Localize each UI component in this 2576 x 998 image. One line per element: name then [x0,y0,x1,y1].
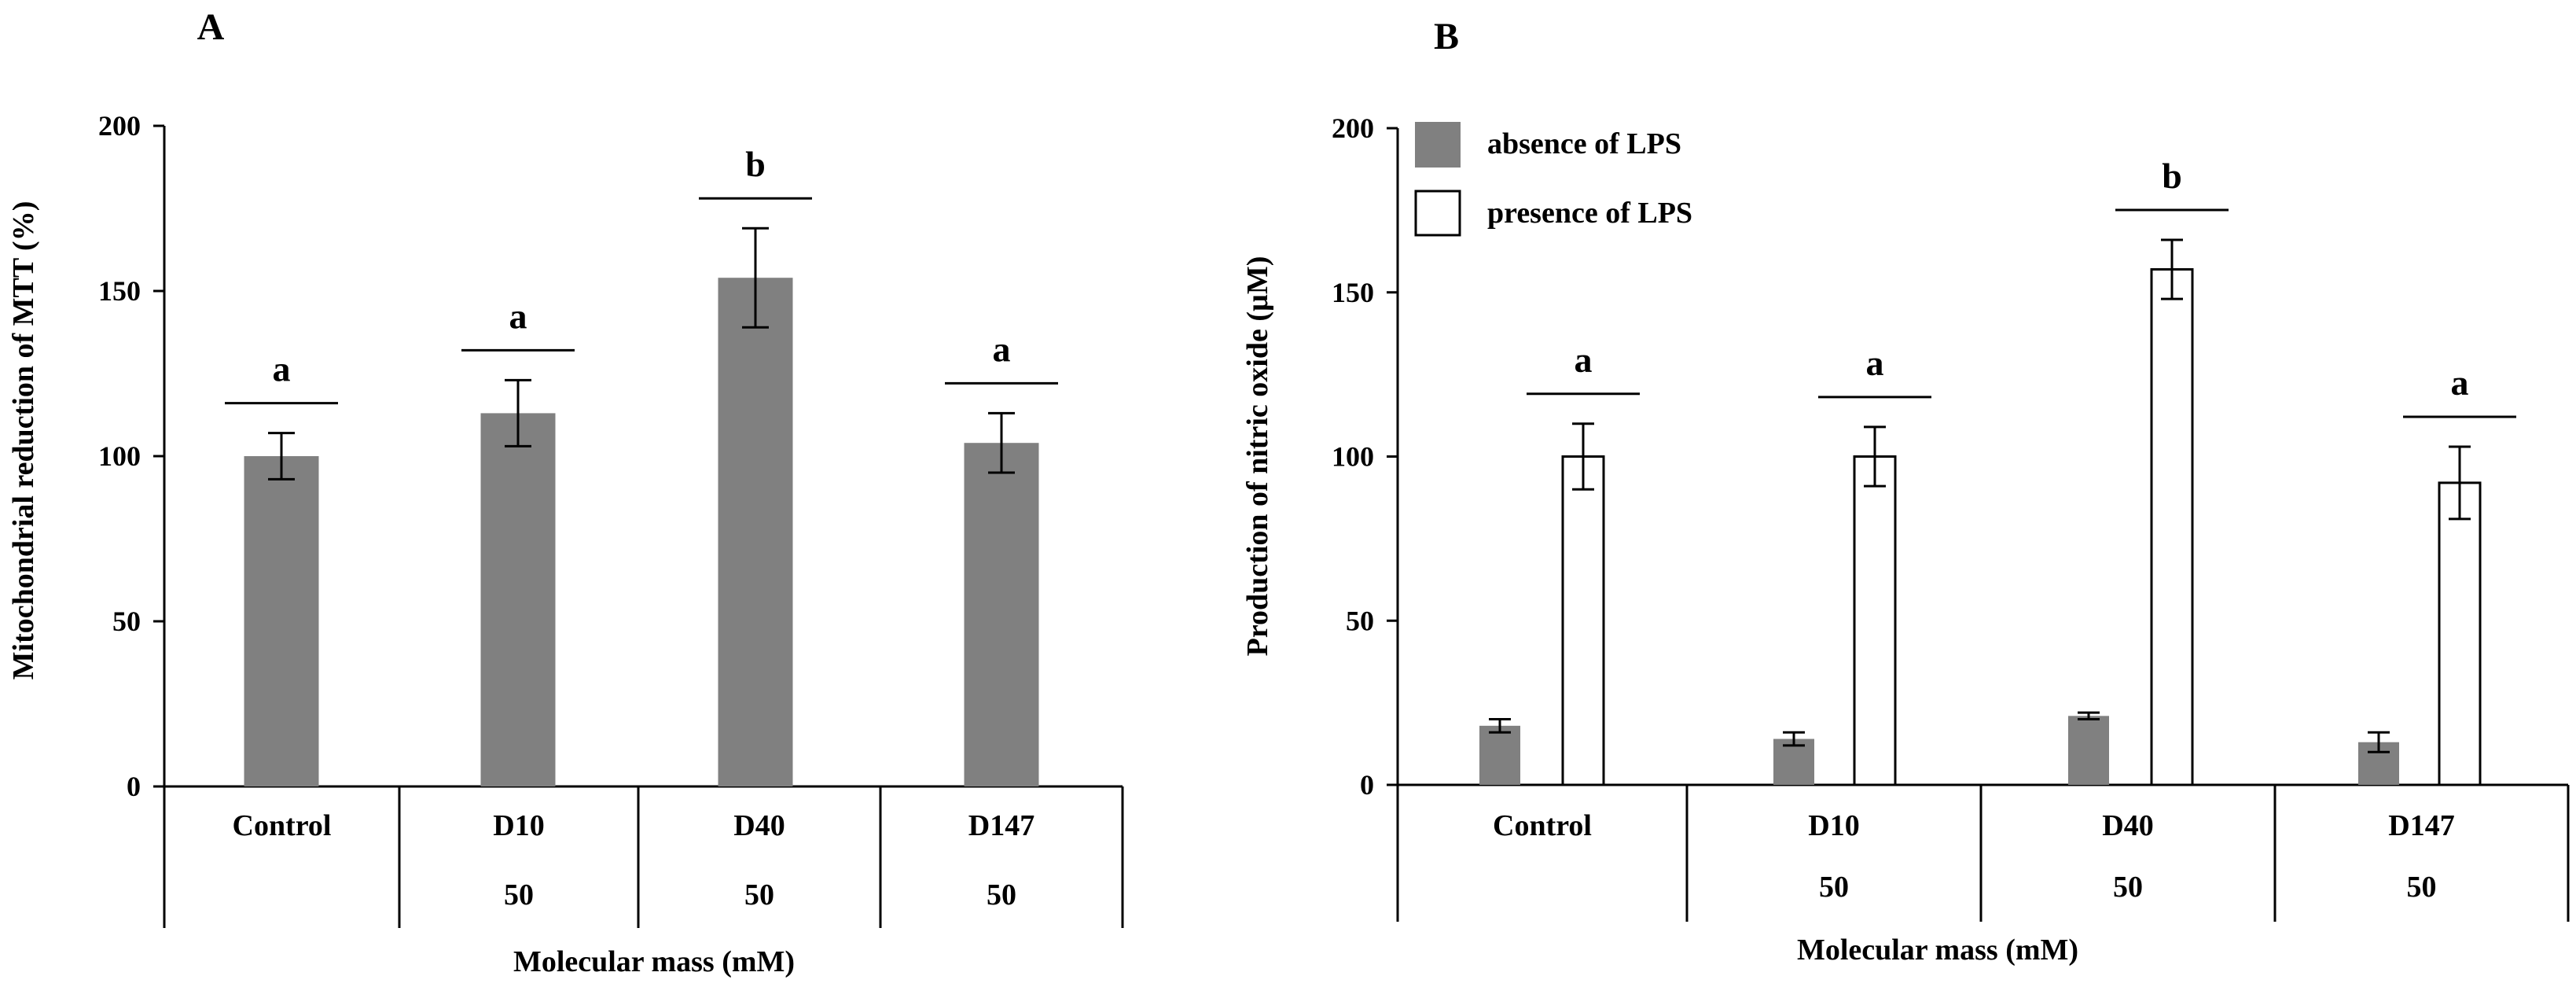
panel-a-ytick-label: 0 [127,771,141,802]
panel-b-ytick-label: 0 [1360,769,1374,801]
legend-swatch-presence [1414,190,1461,237]
panel-a-subcategory-label: 50 [504,878,534,911]
panel-b-category-label: D147 [2388,809,2454,842]
panel-b-significance-letter: a [2451,363,2469,403]
panel-a-bar-s1 [964,443,1039,786]
panel-a-bar-s1 [244,456,319,786]
legend-label-presence: presence of LPS [1487,197,1692,230]
panel-b-ytick-label: 150 [1332,277,1374,308]
panel-a-bar-s1 [718,278,793,786]
panel-a-significance-letter: a [509,296,527,336]
panel-b-significance-letter: b [2162,156,2182,196]
panel-b-ylabel: Production of nitric oxide (µM) [1241,256,1274,657]
panel-b-ytick-label: 50 [1346,605,1374,636]
legend-swatch-absence [1415,122,1461,168]
panel-b-xlabel: Molecular mass (mM) [1797,934,2078,967]
panel-a-ytick-label: 150 [98,275,141,307]
panel-a-ytick-label: 100 [98,440,141,472]
panel-a-ytick-label: 200 [98,110,141,142]
panel-b-category-label: D10 [1808,809,1859,842]
panel-b-ytick-label: 100 [1332,441,1374,473]
panel-b-bar-s2 [1853,455,1897,786]
panel-a-xlabel: Molecular mass (mM) [513,945,795,978]
panel-b-bar-s2 [2150,268,2194,786]
panel-b-subcategory-label: 50 [2113,871,2143,904]
panel-a-category-label: D10 [493,809,544,842]
panel-b-bar-s1 [2068,716,2109,785]
panel-b-subcategory-label: 50 [1819,871,1849,904]
panel-a-bar-s1 [480,413,556,786]
panel-b-label: B [1434,16,1459,57]
panel-b-significance-letter: a [1866,343,1884,383]
panel-b-category-label: Control [1493,809,1592,842]
panel-a-ytick-label: 50 [112,606,141,637]
legend-label-absence: absence of LPS [1487,127,1681,160]
panel-a-category-label: D147 [968,809,1034,842]
panel-b-significance-letter: a [1575,340,1593,380]
panel-b-bar-s1 [1479,725,1520,785]
panel-a-ylabel: Mitochondrial reduction of MTT (%) [7,201,40,680]
panel-a-label: A [197,6,225,48]
panel-a-category-label: Control [233,809,332,842]
panel-a-significance-letter: b [745,144,766,184]
panel-b-category-label: D40 [2102,809,2153,842]
panel-a-subcategory-label: 50 [987,878,1016,911]
panel-b-bar-s2 [2438,481,2482,786]
panel-a-significance-letter: a [273,349,291,389]
panel-b-subcategory-label: 50 [2407,871,2437,904]
panel-b-bar-s2 [1561,455,1605,786]
panel-b-ytick-label: 200 [1332,112,1374,144]
panel-a-significance-letter: a [993,329,1011,369]
panel-a-category-label: D40 [733,809,785,842]
panel-a-subcategory-label: 50 [744,878,774,911]
